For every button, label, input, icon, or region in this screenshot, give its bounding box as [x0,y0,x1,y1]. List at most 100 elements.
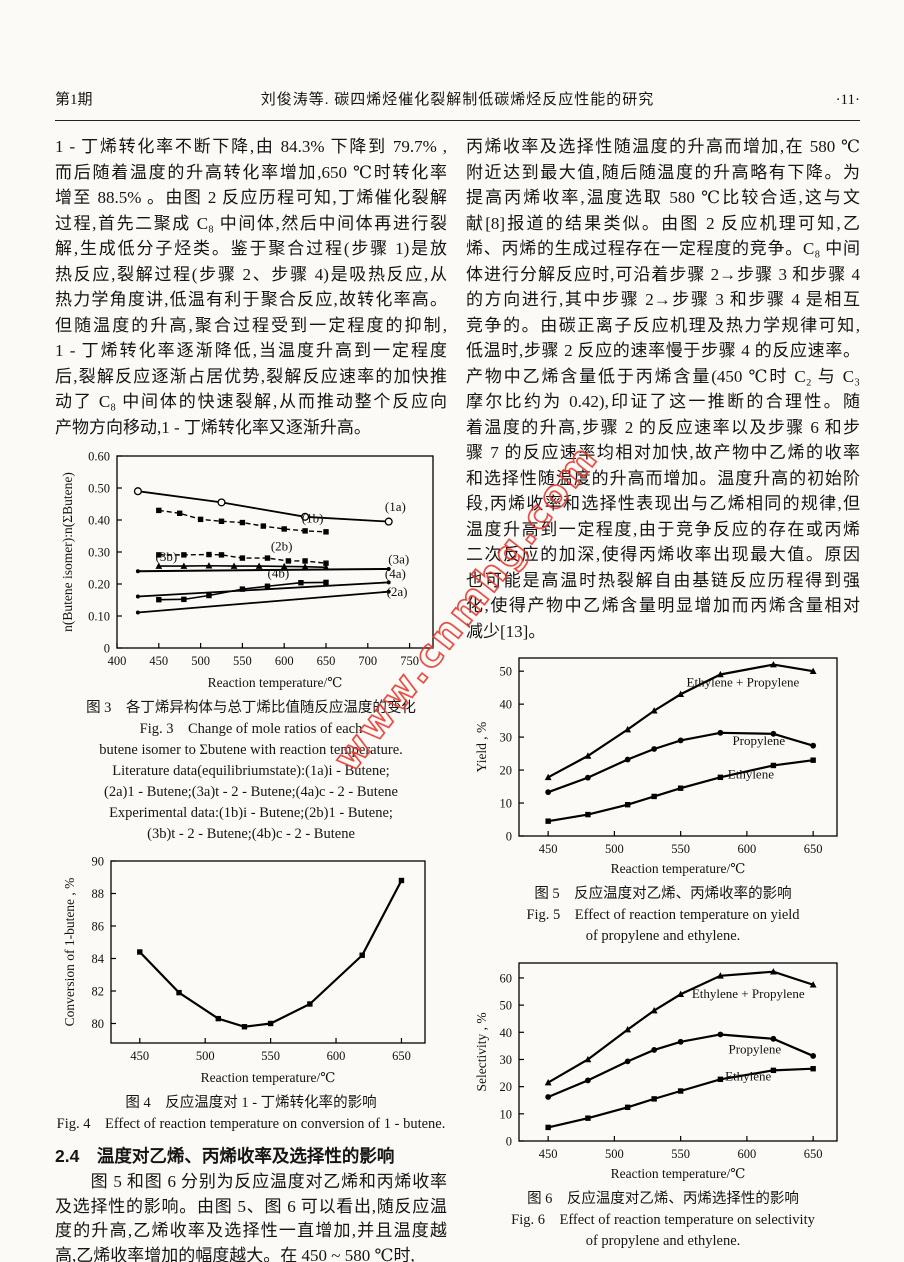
running-title: 刘俊涛等. 碳四烯烃催化裂解制低碳烯烃反应性能的研究 [260,92,655,108]
figure6-caption: 图 6 反应温度对乙烯、丙烯选择性的影响 Fig. 6 Effect of rea… [466,1189,860,1252]
y-tick-label: 0.30 [88,546,110,560]
x-tick-label: 400 [108,654,127,668]
text-line: 图 5 反应温度对乙烯、丙烯收率的影响 [534,886,792,902]
text-line: Experimental data:(1b)i - Butene;(2b)1 -… [109,805,393,821]
series-line [138,879,403,1028]
series-line [137,567,389,573]
text-line: 温度升高到一定程度,由于竞争反应的存在或丙烯 [466,519,860,539]
text-line: 但随温度的升高,聚合过程受到一定程度的抑制, [55,315,447,335]
series-line [547,663,814,779]
x-tick-label: 550 [671,1147,690,1161]
page-number: ·11· [835,92,860,108]
y-axis-label: Conversion of 1-butene , % [62,878,77,1027]
y-axis-label: n(Butene isomer):n(ΣButene) [60,472,75,632]
text-line: of propylene and ethylene. [585,928,741,944]
text-line: Fig. 5 Effect of reaction temperature on… [526,907,800,923]
y-tick-label: 0.20 [88,578,110,592]
x-tick-label: 550 [671,842,690,856]
series-line [137,590,389,614]
text-line: (2a)1 - Butene;(3a)t - 2 - Butene;(4a)c … [104,784,398,800]
text-line: 图 4 反应温度对 1 - 丁烯转化率的影响 [125,1095,377,1111]
text-line: 而后随着温度的升高转化率增加,650 ℃时转化率 [55,162,447,182]
x-tick-label: 600 [327,1049,346,1063]
x-tick-label: 550 [233,654,252,668]
text-line: 动了 C₈ 中间体的快速裂解,从而推动整个反应向 [55,392,447,411]
text-line: 竞争的。由碳正离子反应机理及热力学规律可知, [466,315,860,335]
x-tick-label: 650 [317,654,336,668]
x-tick-label: 450 [149,654,168,668]
text-line: 的方向进行,其中步骤 2→步骤 3 和步骤 4 是相互 [466,290,860,309]
text-line: 体进行分解反应时,可沿着步骤 2→步骤 3 和步骤 4 [466,264,860,284]
y-tick-label: 0.60 [88,450,110,464]
section-heading-2-4: 2.4 温度对乙烯、丙烯收率及选择性的影响 [55,1146,395,1166]
text-line: 提高丙烯收率,温度选取 580 ℃比较合适,这与文 [466,188,860,207]
text-line: 图 3 各丁烯异构体与总丁烯比值随反应温度的变化 [86,700,416,716]
text-line: Fig. 4 Effect of reaction temperature on… [56,1116,446,1132]
figure3-caption: 图 3 各丁烯异构体与总丁烯比值随反应温度的变化 Fig. 3 Change of… [55,698,447,845]
text-line: butene isomer to Σbutene with reaction t… [99,742,403,758]
text-line: 及选择性的影响。由图 5、图 6 可以看出,随反应温 [55,1196,447,1216]
text-line: Fig. 6 Effect of reaction temperature on… [511,1212,815,1228]
x-tick-label: 500 [605,842,624,856]
series-line [158,564,327,569]
plot-frame [518,962,838,1142]
text-line: 图 5 和图 6 分别为反应温度对乙烯和丙烯收率 [55,1172,447,1191]
figure3-chart: 400 450 500 550 600 650 700 750 0 0.10 0.20 0.30 0.4… [60,450,434,690]
x-tick-label: 600 [738,842,757,856]
series-label: (2b) [271,538,293,553]
text-line: 热力学角度讲,低温有利于聚合反应,故转化率高。 [55,290,447,309]
x-tick-label: 500 [191,654,210,668]
y-tick-label: 90 [92,855,105,869]
x-tick-label: 450 [130,1049,149,1063]
series-label: (3a) [388,552,409,567]
y-tick-label: 30 [500,1053,513,1067]
x-axis-label: Reaction temperature/℃ [611,861,746,876]
text-line: Literature data(equilibriumstate):(1a)i … [112,763,390,779]
x-tick-label: 750 [400,654,419,668]
x-tick-label: 650 [804,1147,823,1161]
y-tick-label: 10 [500,797,513,811]
text-line: 增至 88.5% 。由图 2 反应历程可知,丁烯催化裂解 [55,188,447,207]
series-label: Ethylene [725,1069,771,1084]
series-line [547,731,814,794]
y-tick-label: 60 [500,971,513,985]
series-label: (3b) [155,549,177,564]
text-line: 献[8]报道的结果类似。由图 2 反应机理可知,乙 [466,213,860,233]
text-line: 1 - 丁烯转化率逐渐降低,当温度升高到一定程度 [55,341,447,360]
page-header: 第1期 刘俊涛等. 碳四烯烃催化裂解制低碳烯烃反应性能的研究 ·11· [55,88,860,121]
text-line: 高,乙烯收率增加的幅度越大。在 450 ~ 580 ℃时, [55,1245,415,1262]
paragraph-conversion-discussion: 1 - 丁烯转化率不断下降,由 84.3% 下降到 79.7% , 而后随着温度的… [55,134,447,440]
figure5-chart: 450 500 550 600 650 0 10 20 30 40 50 Ethylene + Pro… [474,657,838,876]
y-tick-label: 0.10 [88,610,110,624]
text-line: 骤 7 的反应速率均相对加快,故产物中乙烯的收率 [466,443,860,462]
paragraph-yield-selectivity-discussion: 丙烯收率及选择性随温度的升高而增加,在 580 ℃ 附近达到最大值,随后随温度的升… [466,134,860,644]
series-label: Propylene [728,1041,781,1056]
y-axis-label: Selectivity , % [474,1012,489,1091]
y-tick-label: 30 [500,731,513,745]
figure4-chart: 450 500 550 600 650 80 82 84 86 88 90 Reaction temp… [62,855,426,1085]
y-tick-label: 80 [92,1017,105,1031]
text-line: 解,生成低分子烃类。鉴于聚合过程(步骤 1)是放 [55,239,447,258]
series-label: (4b) [268,565,290,580]
figure4-caption: 图 4 反应温度对 1 - 丁烯转化率的影响 Fig. 4 Effect of r… [55,1093,447,1135]
y-tick-label: 50 [500,999,513,1013]
figure5-caption: 图 5 反应温度对乙烯、丙烯收率的影响 Fig. 5 Effect of reac… [466,884,860,947]
x-tick-label: 650 [392,1049,411,1063]
x-tick-label: 450 [539,1147,558,1161]
series-line [547,1067,814,1129]
y-tick-label: 0 [506,1135,512,1149]
series-label: Ethylene + Propylene [687,675,800,690]
series-label: (2a) [387,584,408,599]
y-axis-label: Yield , % [474,722,489,773]
y-tick-label: 84 [92,952,105,966]
series-label: (1a) [385,499,406,514]
x-tick-label: 500 [605,1147,624,1161]
x-tick-label: 450 [539,842,558,856]
text-line: 烯、丙烯的生成过程存在一定程度的竞争。C₈ 中间 [466,239,860,258]
y-tick-label: 86 [92,920,105,934]
series-line [137,581,389,598]
issue-label: 第1期 [55,92,93,108]
series-label: (1b) [302,511,324,526]
text-line: 段,丙烯收率和选择性表现出与乙烯相同的规律,但 [466,494,860,513]
